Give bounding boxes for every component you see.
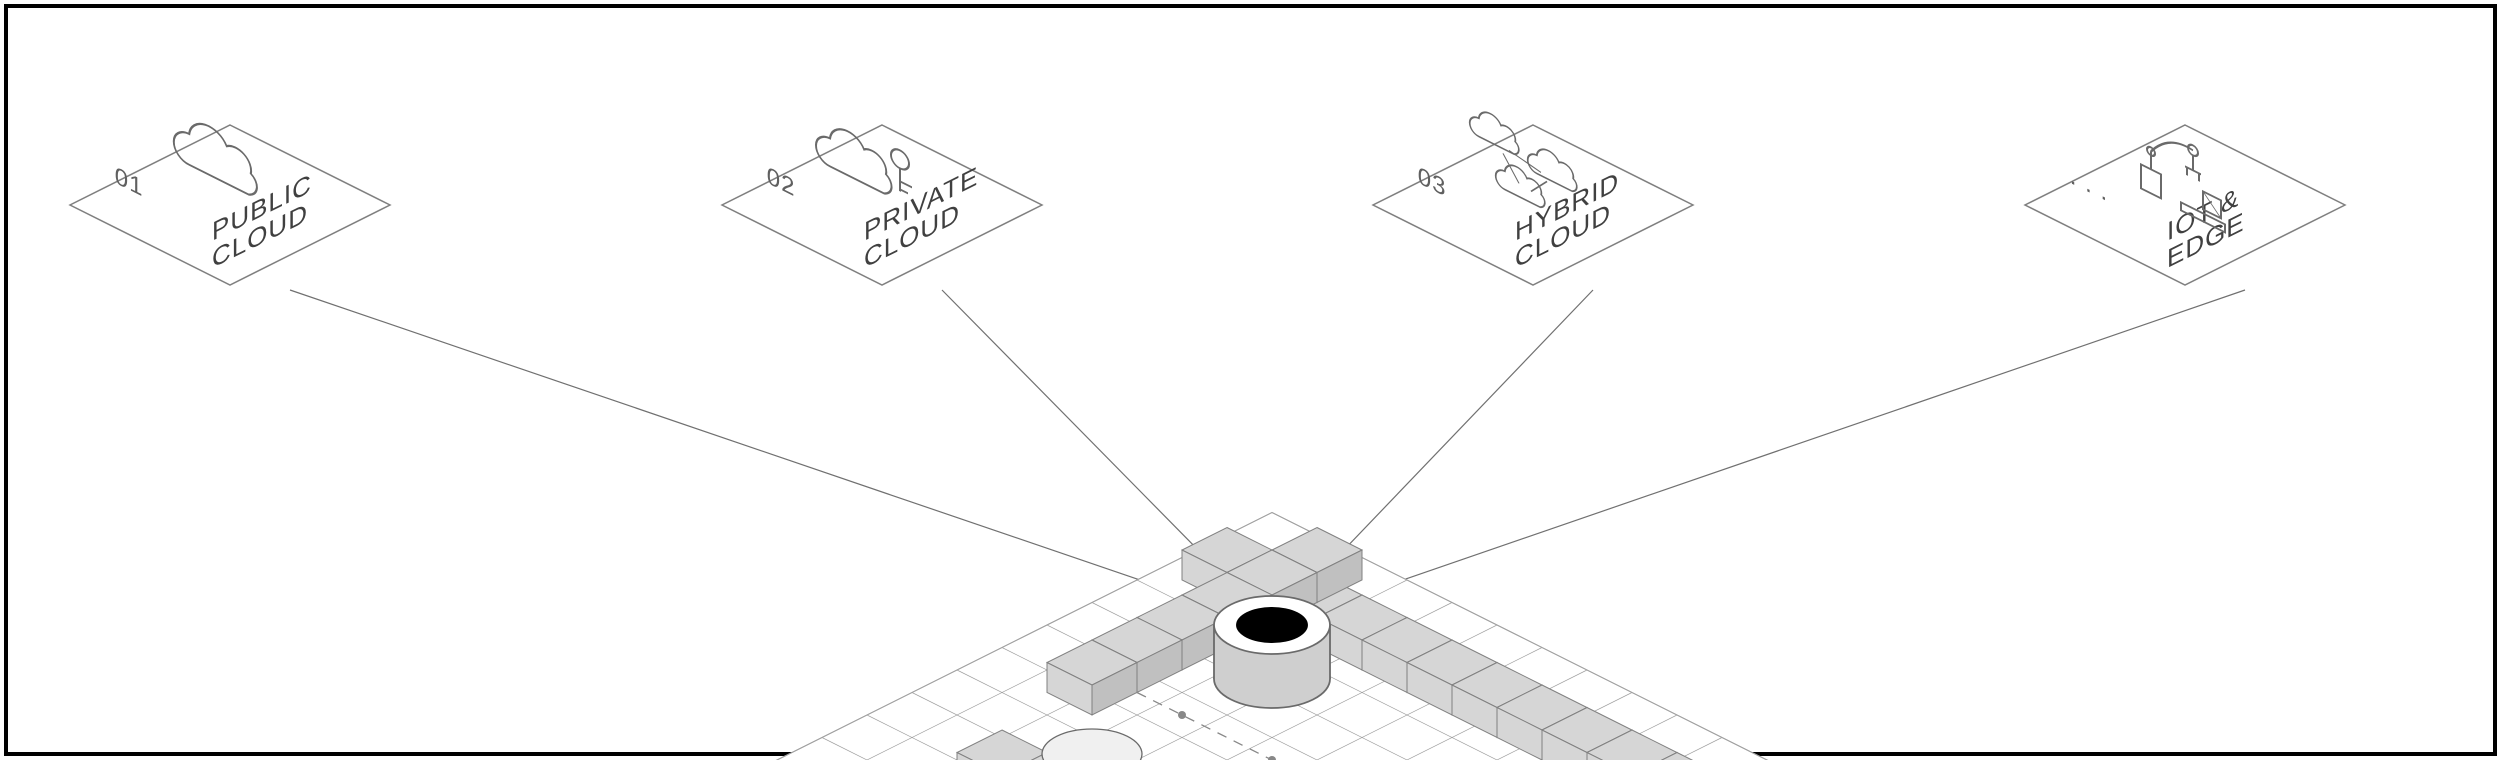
hub-top	[1236, 607, 1308, 643]
cloud-deployment-diagram: 01PUBLICCLOUD02PRIVATECLOUD03HYBRIDCLOUD…	[0, 0, 2501, 760]
